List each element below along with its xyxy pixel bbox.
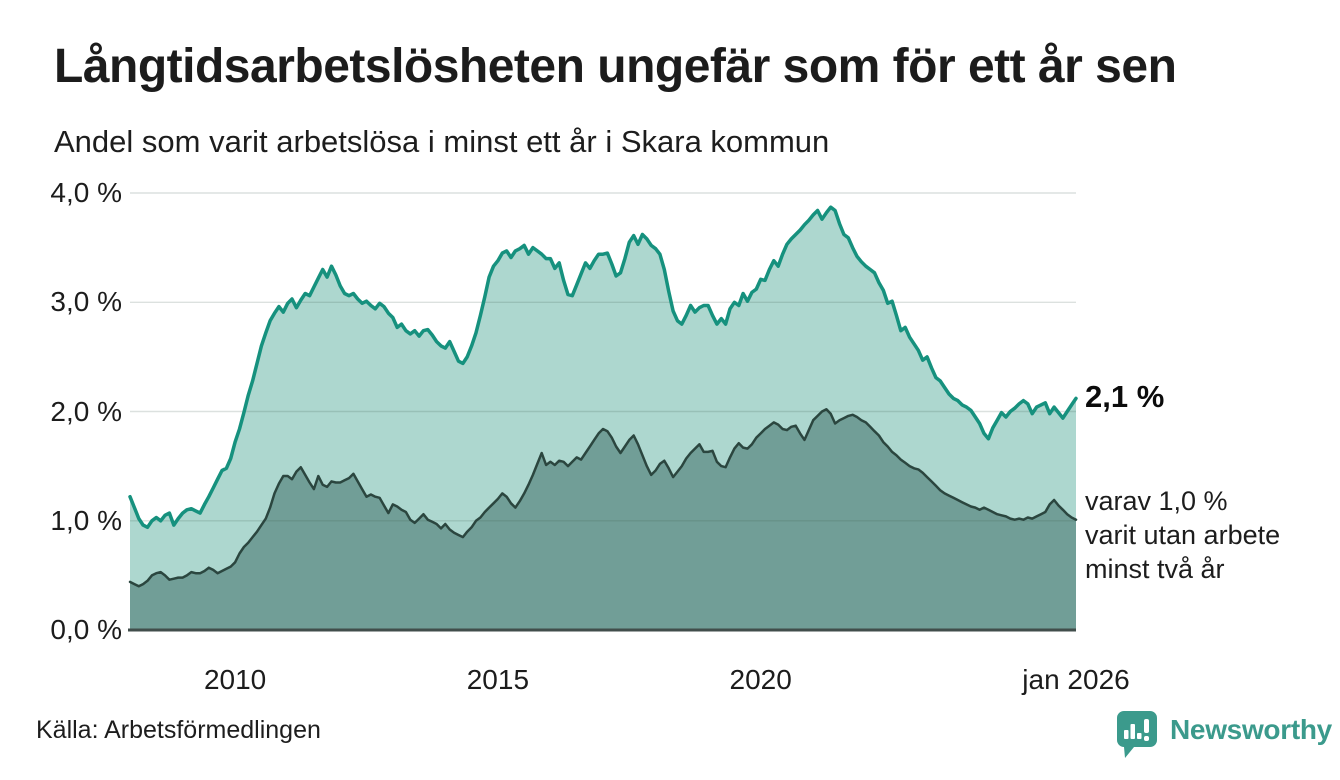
secondary-series-annotation: varav 1,0 % varit utan arbete minst två … xyxy=(1085,484,1280,586)
y-axis-label: 2,0 % xyxy=(50,395,122,427)
page-title: Långtidsarbetslösheten ungefär som för e… xyxy=(54,40,1177,93)
y-axis-label: 0,0 % xyxy=(50,614,122,645)
newsworthy-logo: Newsworthy xyxy=(1116,710,1332,760)
annotation-line: varav 1,0 % xyxy=(1085,486,1228,516)
chart-subtitle: Andel som varit arbetslösa i minst ett å… xyxy=(54,124,830,159)
x-axis-label: 2010 xyxy=(203,664,267,695)
y-axis-label: 3,0 % xyxy=(50,286,122,318)
annotation-line: minst två år xyxy=(1085,554,1225,584)
x-axis-label: 2020 xyxy=(729,664,792,695)
source-credit: Källa: Arbetsförmedlingen xyxy=(36,716,321,744)
x-axis-label: 2015 xyxy=(466,664,530,695)
brand-name: Newsworthy xyxy=(1170,714,1332,745)
annotation-line: varit utan arbete xyxy=(1085,520,1281,550)
y-axis-label: 1,0 % xyxy=(50,504,122,536)
newsworthy-icon xyxy=(1117,711,1157,758)
x-axis-label: jan 2026 xyxy=(1022,664,1130,695)
latest-value-label: 2,1 % xyxy=(1085,379,1165,414)
y-axis-label: 4,0 % xyxy=(50,177,122,208)
